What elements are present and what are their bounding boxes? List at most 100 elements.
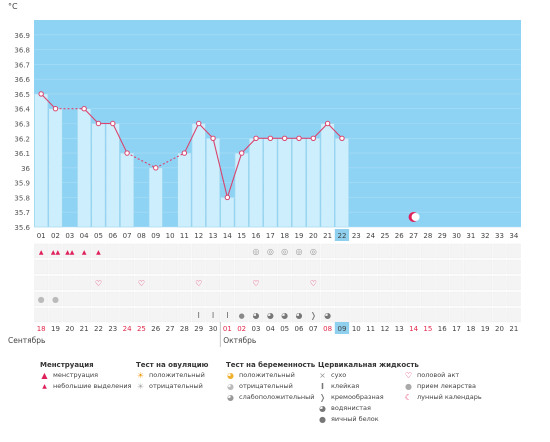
day-label: 06 — [108, 232, 117, 240]
temperature-point — [310, 135, 317, 141]
marker-cell — [134, 307, 149, 323]
marker-cell — [163, 243, 177, 259]
marker-cell — [263, 307, 278, 323]
legend-item-preg-negative: ◕ отрицательный — [226, 381, 315, 392]
day-label: 33 — [495, 232, 504, 240]
marker-cell — [292, 243, 306, 259]
marker-cell — [120, 243, 134, 259]
marker-cell — [220, 275, 235, 291]
temperature-point — [110, 120, 116, 127]
legend-label: яичный белок — [331, 415, 379, 423]
temperature-line-dashed — [126, 152, 157, 169]
marker-cell — [249, 243, 263, 259]
temperature-line — [112, 123, 128, 154]
y-tick-label: 36 — [21, 165, 30, 173]
day-label: 16 — [252, 232, 261, 240]
marker-cell — [234, 291, 249, 307]
legend-item-preg-weak: ◕ слабоположительный — [226, 392, 315, 403]
marker-cell — [492, 291, 507, 307]
heart-icon: ♡ — [195, 279, 202, 288]
marker-cell — [492, 259, 507, 275]
marker-cell — [363, 291, 378, 307]
marker-cell — [292, 307, 306, 323]
day-label: 01 — [37, 232, 46, 240]
marker-cell — [406, 275, 421, 291]
pill-icon: ● — [405, 382, 412, 391]
calendar-date: 19 — [51, 325, 60, 333]
marker-cell — [177, 243, 192, 259]
temperature-bar — [177, 152, 192, 228]
calendar-date: 23 — [108, 325, 117, 333]
sun-positive-icon: ☀ — [136, 371, 145, 380]
legend-title-mucus: Цервикальная жидкость — [318, 361, 419, 369]
marker-cell — [378, 291, 392, 307]
marker-cell — [177, 275, 192, 291]
legend: Менструация ▲ менструация ▲ небольшие выде… — [0, 360, 550, 440]
marker-cell — [62, 307, 77, 323]
watery-icon: ◕ — [324, 311, 331, 320]
temperature-point — [324, 120, 331, 127]
marker-cell — [220, 259, 235, 275]
marker-cell — [292, 259, 306, 275]
calendar-date: 22 — [94, 325, 103, 333]
ovulation-negative-icon: ◎ — [253, 247, 260, 256]
marker-cell — [406, 259, 421, 275]
legend-label: положительный — [239, 371, 295, 379]
legend-menstruation: Менструация ▲ менструация ▲ небольшие выде… — [40, 360, 131, 392]
marker-cell — [206, 275, 220, 291]
marker-cell — [62, 291, 77, 307]
marker-cell — [421, 259, 435, 275]
marker-cell — [464, 291, 478, 307]
calendar-date: 02 — [237, 325, 246, 333]
legend-item-ov-positive: ☀ положительный — [136, 370, 209, 381]
marker-cell — [392, 291, 407, 307]
cup-positive-icon: ◕ — [227, 371, 234, 380]
temperature-point — [38, 91, 44, 97]
marker-cell — [478, 243, 493, 259]
day-label: 18 — [280, 232, 289, 240]
marker-cell — [206, 307, 220, 323]
marker-cell — [492, 243, 507, 259]
marker-cell — [148, 291, 163, 307]
marker-cell — [120, 307, 134, 323]
marker-cell — [220, 307, 235, 323]
marker-cell — [435, 307, 450, 323]
marker-cell — [449, 291, 464, 307]
marker-cell — [105, 291, 120, 307]
marker-cell — [163, 259, 177, 275]
marker-cell — [320, 275, 335, 291]
temperature-point — [52, 106, 59, 112]
marker-cell — [34, 307, 49, 323]
calendar-date: 21 — [80, 325, 89, 333]
marker-cell — [134, 259, 149, 275]
temperature-bar — [48, 108, 63, 228]
watery-icon: ◕ — [281, 311, 288, 320]
marker-cell — [306, 259, 321, 275]
calendar-date: 21 — [509, 325, 518, 333]
day-label: 25 — [380, 232, 389, 240]
marker-cell — [306, 291, 321, 307]
marker-cell — [306, 275, 321, 291]
marker-cell — [249, 291, 263, 307]
legend-ovulation: Тест на овуляцию ☀ положительный ☀ отрицат… — [136, 360, 209, 392]
y-tick-label: 36.4 — [14, 106, 30, 114]
marker-cell — [234, 307, 249, 323]
marker-cell — [335, 307, 349, 323]
sticky-icon: I — [226, 311, 228, 320]
calendar-date: 10 — [352, 325, 361, 333]
month-label-right: Октябрь — [223, 336, 256, 345]
temperature-bar — [77, 108, 92, 228]
marker-cell — [234, 275, 249, 291]
legend-title-pregnancy: Тест на беременность — [226, 361, 316, 369]
temperature-line — [312, 123, 329, 139]
legend-item-ov-negative: ☀ отрицательный — [136, 381, 209, 392]
marker-cell — [435, 243, 450, 259]
legend-pregnancy: Тест на беременность ◕ положительный ◕ отр… — [226, 360, 315, 403]
watery-icon: ◕ — [319, 404, 326, 413]
temperature-line-dashed — [155, 152, 185, 169]
ovulation-negative-icon: ◎ — [295, 247, 302, 256]
day-label: 13 — [209, 232, 218, 240]
marker-cell — [34, 259, 49, 275]
